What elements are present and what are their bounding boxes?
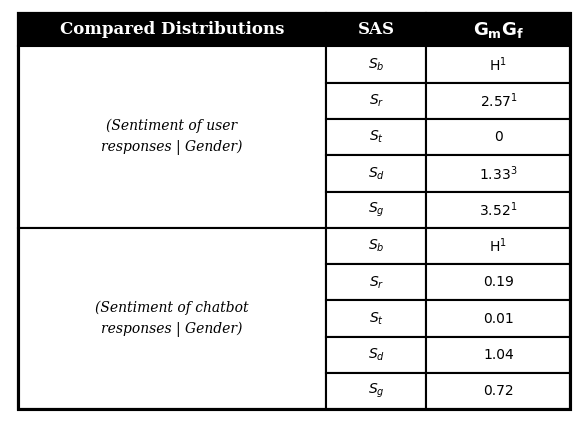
Bar [326, 13, 426, 46]
Bar [426, 46, 570, 83]
Bar [426, 337, 570, 373]
Bar [426, 119, 570, 155]
Bar [426, 155, 570, 192]
Text: 0.19: 0.19 [483, 275, 514, 289]
Bar [426, 83, 570, 119]
Text: H$^1$: H$^1$ [489, 237, 507, 255]
Bar [426, 192, 570, 228]
Bar [326, 192, 426, 228]
Bar [426, 228, 570, 264]
Bar [426, 13, 570, 46]
Bar [326, 46, 426, 83]
Text: 0.72: 0.72 [483, 384, 514, 398]
Bar [18, 228, 326, 409]
Text: $S_d$: $S_d$ [368, 347, 385, 363]
Text: $S_d$: $S_d$ [368, 165, 385, 181]
Text: 1.04: 1.04 [483, 348, 514, 362]
Bar [326, 300, 426, 337]
Bar [326, 373, 426, 409]
Bar [426, 264, 570, 300]
Bar [326, 228, 426, 264]
Text: $S_t$: $S_t$ [369, 129, 384, 145]
Bar [326, 119, 426, 155]
Text: 2.57$^1$: 2.57$^1$ [480, 92, 517, 110]
Text: H$^1$: H$^1$ [489, 55, 507, 74]
Bar [426, 373, 570, 409]
Bar [326, 83, 426, 119]
Bar [426, 300, 570, 337]
Bar [326, 264, 426, 300]
Text: $S_g$: $S_g$ [368, 200, 385, 219]
Text: 3.52$^1$: 3.52$^1$ [479, 200, 517, 219]
Text: $\bf{G}_m\bf{G}_f$: $\bf{G}_m\bf{G}_f$ [473, 19, 524, 40]
Text: $S_t$: $S_t$ [369, 311, 384, 327]
Text: 1.33$^3$: 1.33$^3$ [479, 164, 517, 183]
Text: Compared Distributions: Compared Distributions [60, 21, 284, 38]
Bar [18, 13, 326, 46]
Bar [326, 337, 426, 373]
Text: (Sentiment of chatbot
responses | Gender): (Sentiment of chatbot responses | Gender… [95, 300, 249, 337]
Text: $S_r$: $S_r$ [369, 274, 384, 290]
Text: (Sentiment of user
responses | Gender): (Sentiment of user responses | Gender) [101, 119, 243, 155]
Text: $S_b$: $S_b$ [368, 238, 385, 254]
Text: 0.01: 0.01 [483, 311, 514, 326]
Text: SAS: SAS [358, 21, 395, 38]
Text: $S_r$: $S_r$ [369, 92, 384, 109]
Text: $S_g$: $S_g$ [368, 382, 385, 400]
Bar [326, 155, 426, 192]
Bar [18, 46, 326, 228]
Text: $S_b$: $S_b$ [368, 56, 385, 73]
Text: 0: 0 [494, 130, 503, 144]
